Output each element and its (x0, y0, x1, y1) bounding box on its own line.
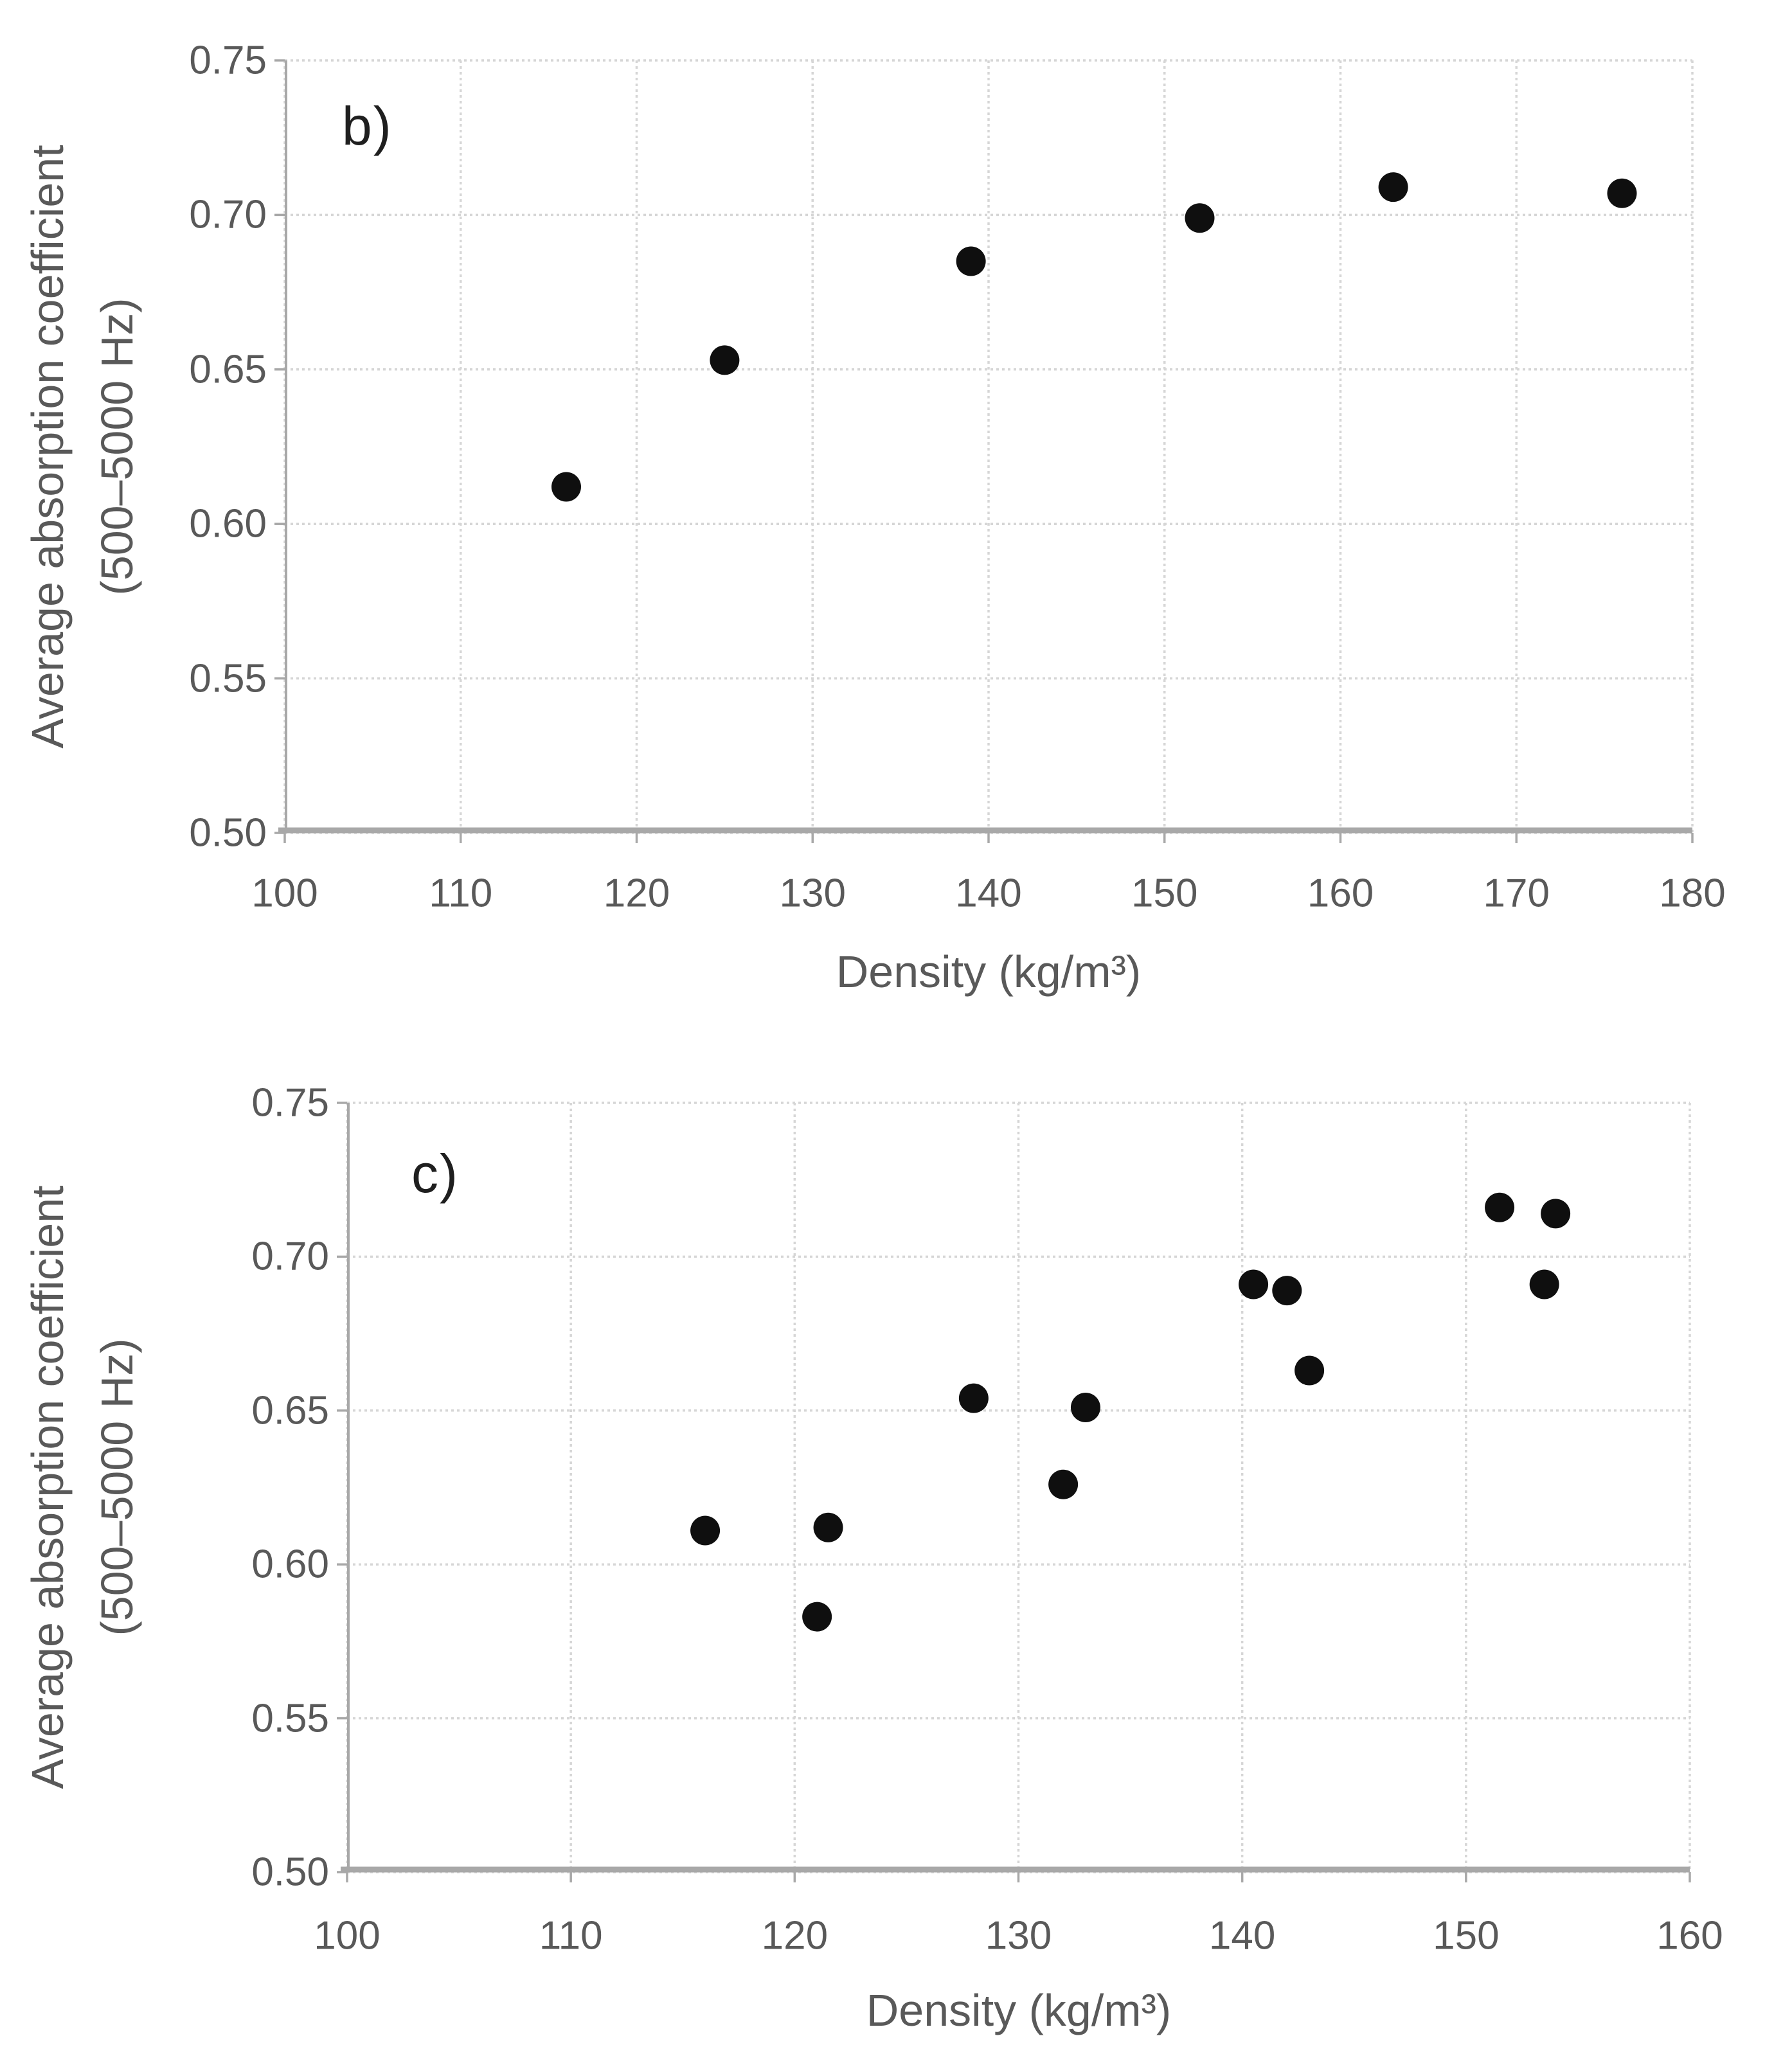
x-tick-label: 150 (1433, 1913, 1500, 1958)
y-tick-label: 0.60 (189, 501, 267, 546)
x-tick-label: 110 (539, 1913, 603, 1958)
x-tick-label: 140 (1208, 1913, 1276, 1958)
data-point (1070, 1393, 1100, 1423)
data-point (1239, 1269, 1269, 1299)
panel-label-c: c) (411, 1143, 459, 1204)
y-axis-title-c: Average absorption coefficient (500–5000… (13, 1185, 152, 1789)
data-point (802, 1602, 832, 1632)
data-point (1529, 1269, 1559, 1299)
data-point (958, 1383, 989, 1413)
x-tick-label: 100 (314, 1913, 381, 1958)
data-point (1541, 1199, 1571, 1229)
data-point (1272, 1276, 1302, 1306)
data-point (710, 345, 740, 375)
x-tick-label: 150 (1131, 871, 1198, 916)
x-tick-label: 100 (251, 871, 318, 916)
y-tick-label: 0.75 (251, 1080, 329, 1125)
data-point (1378, 172, 1408, 202)
x-axis-title-c: Density (kg/m³) (866, 1985, 1172, 2035)
x-tick-label: 130 (985, 1913, 1052, 1958)
x-tick-label: 110 (429, 871, 493, 916)
data-point (690, 1515, 721, 1546)
data-point (813, 1512, 843, 1542)
x-axis-title-b: Density (kg/m³) (836, 947, 1142, 997)
data-point (956, 246, 986, 276)
data-point (1048, 1469, 1079, 1499)
y-tick-label: 0.55 (189, 656, 267, 701)
plot-area-c (337, 1102, 1691, 1882)
x-tick-label: 140 (955, 871, 1022, 916)
data-point (1607, 178, 1637, 208)
y-tick-label: 0.65 (251, 1388, 329, 1433)
x-tick-label: 160 (1656, 1913, 1723, 1958)
y-tick-label: 0.50 (251, 1850, 329, 1895)
x-tick-label: 170 (1483, 871, 1550, 916)
data-point (1485, 1192, 1515, 1222)
y-tick-label: 0.55 (251, 1696, 329, 1741)
data-point (1295, 1355, 1325, 1386)
x-tick-label: 120 (603, 871, 670, 916)
data-point (1185, 203, 1215, 233)
x-tick-label: 130 (779, 871, 846, 916)
y-axis-title-c-line2: (500–5000 Hz) (92, 1338, 142, 1636)
y-tick-label: 0.50 (189, 810, 267, 855)
y-tick-label: 0.75 (189, 38, 267, 83)
x-tick-label: 180 (1659, 871, 1726, 916)
data-point (551, 472, 581, 502)
y-axis-title-c-line1: Average absorption coefficient (22, 1185, 73, 1789)
y-tick-label: 0.65 (189, 347, 267, 392)
y-tick-label: 0.70 (251, 1234, 329, 1279)
x-tick-label: 120 (761, 1913, 829, 1958)
y-tick-label: 0.60 (251, 1542, 329, 1587)
x-tick-label: 160 (1307, 871, 1374, 916)
plot-area-b (274, 59, 1694, 843)
y-tick-label: 0.70 (189, 192, 267, 237)
panel-label-b: b) (342, 96, 393, 156)
